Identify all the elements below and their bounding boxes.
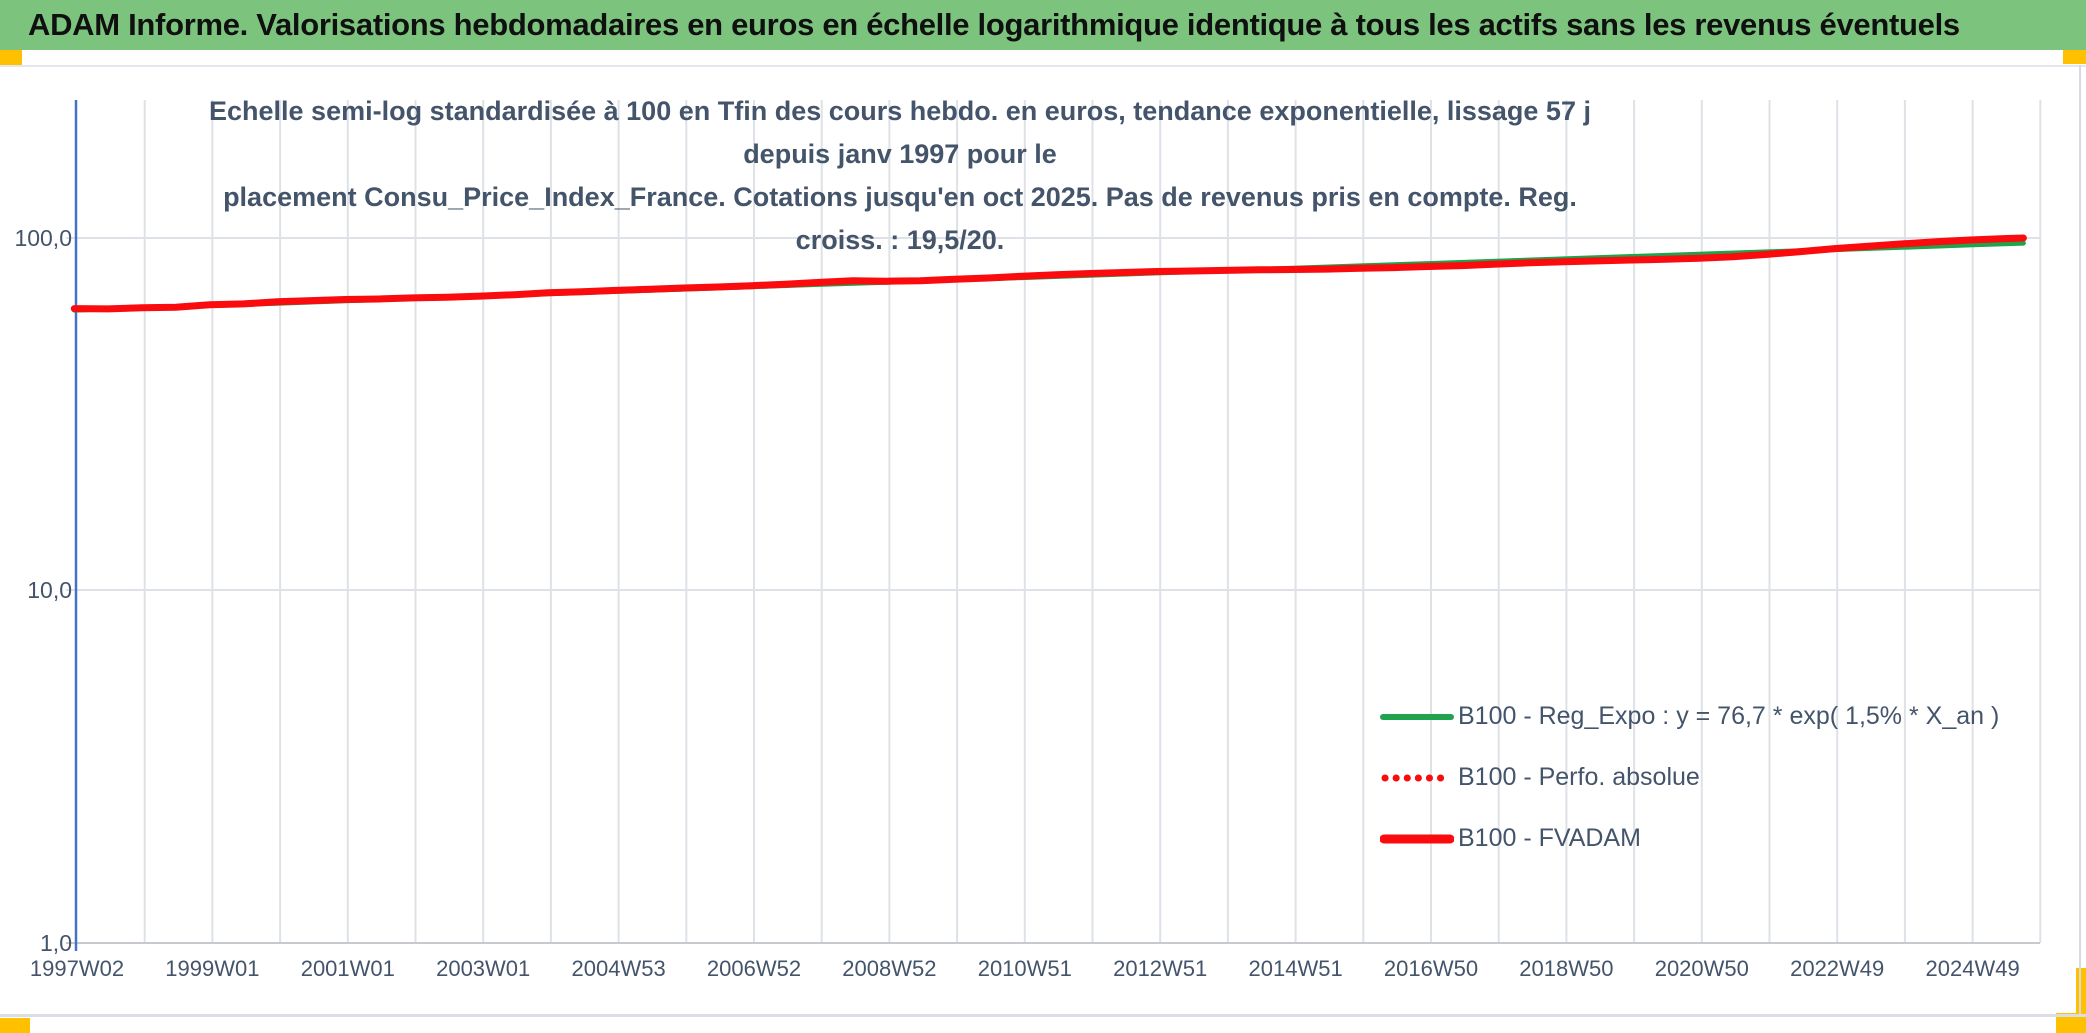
legend-item-perfo-absolue: B100 - Perfo. absolue bbox=[1380, 747, 1999, 808]
x-tick-label: 2003W01 bbox=[436, 956, 531, 981]
x-tick-label: 2018W50 bbox=[1519, 956, 1614, 981]
x-tick-label: 1997W02 bbox=[29, 956, 125, 981]
x-tick-label: 2024W49 bbox=[1925, 956, 2020, 981]
x-tick-label: 2008W52 bbox=[842, 956, 937, 981]
x-tick-label: 2014W51 bbox=[1248, 956, 1343, 981]
chart-title: Echelle semi-log standardisée à 100 en T… bbox=[190, 90, 1610, 262]
chart-card-bottom-border bbox=[0, 1014, 2086, 1017]
legend-swatch-red-line-icon bbox=[1380, 834, 1454, 843]
corner-accent-bottom-right-bar bbox=[2076, 968, 2086, 1033]
y-tick-label-10: 10,0 bbox=[27, 577, 72, 603]
corner-accent-bottom-right-foot bbox=[2056, 1013, 2086, 1033]
series-line-2 bbox=[70, 234, 2027, 313]
x-tick-label: 2010W51 bbox=[977, 956, 1072, 981]
chart-card-right-border bbox=[2079, 65, 2081, 1015]
legend-swatch-red-dotted-icon bbox=[1381, 774, 1454, 781]
x-tick-label: 2001W01 bbox=[300, 956, 395, 981]
header-title: ADAM Informe. Valorisations hebdomadaire… bbox=[28, 7, 1960, 42]
y-tick-label-1: 1,0 bbox=[40, 930, 72, 956]
corner-accent-top-right bbox=[2063, 50, 2086, 64]
x-tick-label: 2012W51 bbox=[1113, 956, 1208, 981]
legend-label-reg-expo: B100 - Reg_Expo : y = 76,7 * exp( 1,5% *… bbox=[1458, 702, 2000, 730]
x-tick-label: 2004W53 bbox=[571, 956, 666, 981]
chart-title-line1: Echelle semi-log standardisée à 100 en T… bbox=[209, 96, 1591, 169]
legend-item-fvadam: B100 - FVADAM bbox=[1380, 808, 1999, 869]
x-tick-label: 2016W50 bbox=[1383, 956, 1479, 981]
legend-swatch-green-line-icon bbox=[1380, 713, 1454, 720]
x-tick-label: 2020W50 bbox=[1654, 956, 1749, 981]
corner-accent-bottom-left bbox=[0, 1018, 30, 1033]
y-tick-label-100: 100,0 bbox=[14, 225, 72, 251]
x-tick-label: 2022W49 bbox=[1790, 956, 1885, 981]
x-tick-label: 2006W52 bbox=[706, 956, 802, 981]
corner-accent-top-left bbox=[0, 50, 22, 65]
legend-label-fvadam: B100 - FVADAM bbox=[1458, 824, 1641, 852]
chart-title-line2: placement Consu_Price_Index_France. Cota… bbox=[223, 182, 1577, 255]
chart-card-top-border bbox=[0, 65, 2086, 67]
legend: B100 - Reg_Expo : y = 76,7 * exp( 1,5% *… bbox=[1380, 686, 1999, 869]
legend-label-perfo-absolue: B100 - Perfo. absolue bbox=[1458, 763, 1700, 791]
legend-item-reg-expo: B100 - Reg_Expo : y = 76,7 * exp( 1,5% *… bbox=[1380, 686, 1999, 747]
x-tick-label: 1999W01 bbox=[165, 956, 260, 981]
header-bar: ADAM Informe. Valorisations hebdomadaire… bbox=[0, 0, 2086, 50]
